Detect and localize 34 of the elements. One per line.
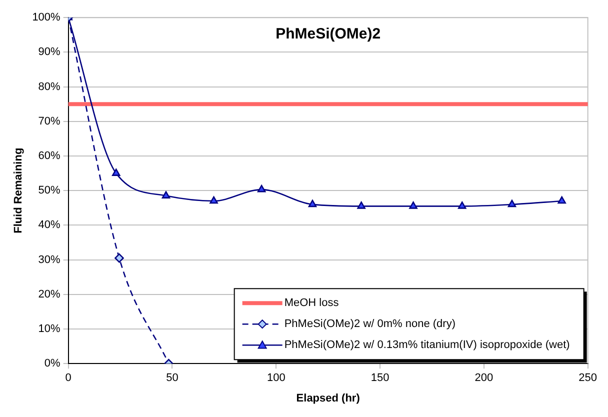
y-tick-label: 10%	[38, 323, 61, 336]
point	[112, 168, 120, 176]
point	[308, 200, 317, 208]
x-tick-label: 50	[166, 372, 178, 384]
y-tick-label: 40%	[38, 219, 61, 232]
x-axis-title: Elapsed (hr)	[296, 392, 360, 404]
point	[257, 184, 266, 192]
y-tick-label: 100%	[32, 12, 61, 24]
x-tick-label: 100	[266, 372, 286, 384]
y-tick-label: 80%	[38, 80, 61, 93]
point	[409, 202, 418, 209]
point	[210, 196, 218, 204]
x-tick-label: 150	[370, 372, 390, 384]
y-tick-label: 50%	[38, 184, 61, 197]
legend-label: MeOH loss	[284, 297, 340, 310]
x-tick-label: 250	[578, 372, 598, 384]
legend-label: PhMeSi(OMe)2 w/ 0m% none (dry)	[284, 318, 456, 330]
y-tick-label: 0%	[44, 358, 61, 370]
point	[162, 191, 170, 198]
point	[458, 202, 466, 209]
legend-label: PhMeSi(OMe)2 w/ 0.13m% titanium(IV) isopropoxide (wet)	[284, 339, 570, 352]
y-tick-label: 70%	[38, 115, 61, 128]
y-axis-title: Fluid Remaining	[12, 148, 25, 234]
y-tick-label: 30%	[38, 254, 61, 266]
y-tick-label: 90%	[38, 46, 61, 58]
text: PhMeSi(OMe)2	[276, 26, 381, 43]
point	[508, 200, 516, 208]
point	[114, 253, 124, 263]
y-tick-label: 20%	[38, 288, 61, 300]
point	[558, 196, 566, 204]
y-tick-label: 60%	[38, 150, 61, 162]
x-tick-label: 0	[65, 372, 72, 384]
x-tick-label: 200	[474, 372, 494, 384]
point	[357, 202, 366, 209]
